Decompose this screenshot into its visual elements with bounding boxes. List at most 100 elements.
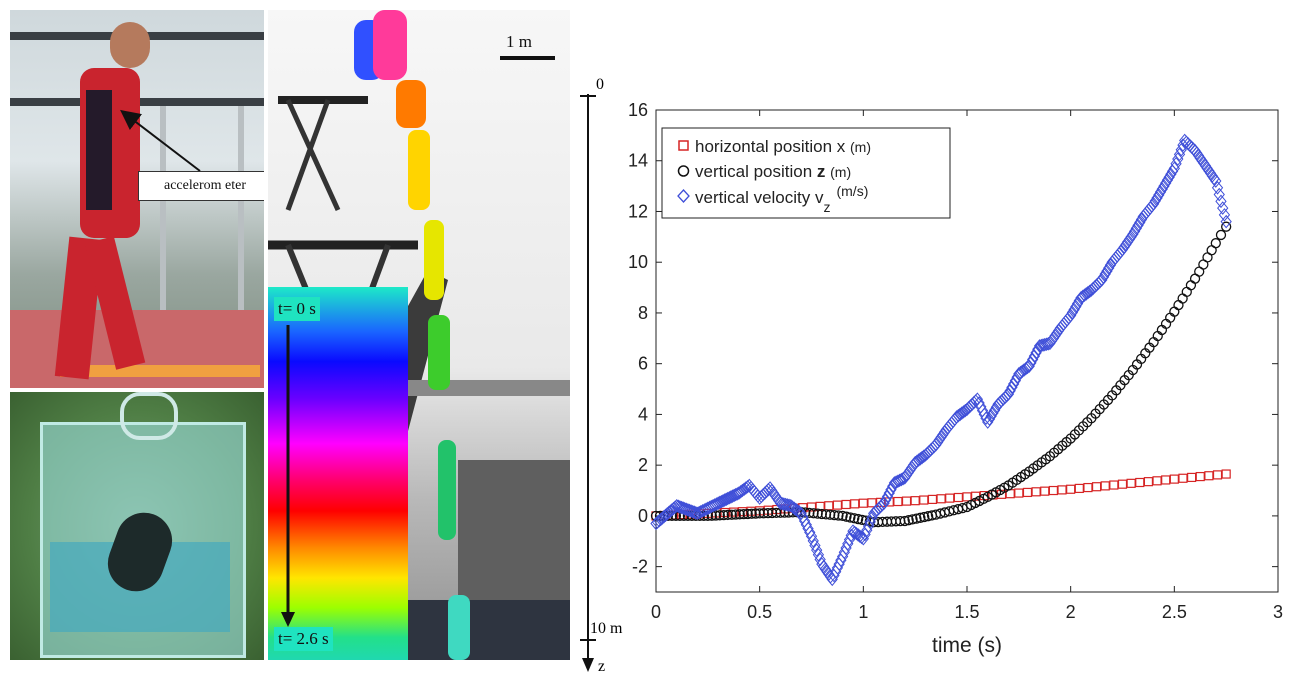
data-point-diamond — [1018, 363, 1030, 377]
data-point-diamond — [812, 548, 825, 562]
x-tick-label: 2 — [1066, 602, 1076, 622]
data-point-diamond — [733, 486, 745, 500]
data-point-circle — [922, 511, 934, 522]
data-point-circle — [825, 509, 836, 520]
data-point-diamond — [1113, 246, 1125, 261]
data-point-diamond — [944, 418, 956, 433]
data-point-diamond — [912, 453, 925, 467]
data-point-square — [806, 502, 817, 512]
data-point-diamond — [1061, 312, 1073, 327]
data-point-diamond — [807, 534, 819, 548]
data-point-diamond — [741, 479, 754, 494]
data-point-diamond — [1016, 364, 1028, 379]
data-point-circle — [1173, 299, 1184, 311]
data-point-diamond — [690, 505, 702, 520]
data-point-diamond — [1027, 352, 1039, 367]
data-point-circle — [1221, 221, 1232, 232]
data-point-diamond — [850, 526, 863, 541]
data-point-diamond — [1077, 289, 1089, 304]
data-point-diamond — [1082, 285, 1094, 300]
data-point-diamond — [1084, 284, 1096, 299]
legend-circle-marker — [677, 165, 690, 177]
data-point-diamond — [942, 420, 954, 435]
data-point-square — [1195, 471, 1205, 482]
data-point-diamond — [987, 406, 999, 420]
data-point-diamond — [1097, 270, 1110, 284]
data-point-circle — [829, 509, 840, 521]
data-point-diamond — [1078, 288, 1091, 302]
data-point-square — [824, 501, 834, 511]
data-point-diamond — [811, 543, 823, 557]
legend-horizontal: horizontal position x (m) — [695, 137, 871, 156]
depth-axis-line — [580, 94, 596, 672]
data-point-circle — [738, 508, 749, 520]
data-point-circle — [911, 513, 922, 524]
data-point-diamond — [1096, 273, 1108, 287]
data-point-diamond — [1127, 227, 1139, 242]
data-point-diamond — [1075, 290, 1087, 305]
data-point-diamond — [1154, 185, 1167, 199]
data-point-square — [729, 507, 739, 517]
x-tick-label: 1 — [858, 602, 868, 622]
data-point-square — [1152, 476, 1162, 486]
data-point-diamond — [1099, 267, 1111, 281]
data-point-diamond — [723, 490, 736, 505]
data-point-diamond — [1115, 244, 1127, 259]
y-tick-label: 14 — [628, 151, 648, 171]
data-point-diamond — [918, 449, 930, 464]
depth-top-label: 0 — [596, 76, 604, 93]
data-point-square — [1178, 473, 1188, 483]
data-point-diamond — [1040, 337, 1053, 352]
data-point-circle — [1210, 238, 1221, 249]
data-point-circle — [746, 508, 757, 519]
data-point-diamond — [1142, 203, 1155, 217]
data-point-square — [1100, 481, 1110, 491]
series-2 — [650, 133, 1232, 587]
data-point-diamond — [952, 408, 965, 423]
data-point-circle — [816, 508, 828, 520]
legend-vertical-position: vertical position z (m) — [695, 162, 851, 181]
data-point-diamond — [1004, 383, 1016, 398]
data-point-circle — [754, 508, 765, 519]
data-point-diamond — [1111, 249, 1123, 263]
data-point-diamond — [750, 487, 762, 501]
data-point-diamond — [847, 524, 859, 538]
data-point-square — [1117, 479, 1128, 489]
data-point-square — [1066, 484, 1076, 494]
data-point-diamond — [710, 497, 723, 511]
data-point-diamond — [715, 494, 728, 509]
data-point-square — [901, 496, 912, 506]
depth-axis-label: z — [598, 658, 606, 675]
data-point-diamond — [1032, 342, 1044, 357]
data-point-square — [832, 500, 843, 510]
data-point-diamond — [988, 403, 1001, 417]
data-point-circle — [1181, 286, 1192, 298]
x-tick-label: 0.5 — [747, 602, 772, 622]
data-point-circle — [907, 514, 918, 525]
data-point-square — [1083, 482, 1093, 493]
data-point-diamond — [950, 410, 963, 424]
data-point-diamond — [954, 407, 966, 422]
data-point-diamond — [854, 529, 866, 543]
data-point-diamond — [885, 482, 897, 497]
data-point-square — [927, 494, 938, 505]
data-point-square — [1161, 475, 1171, 485]
data-point-diamond — [1156, 182, 1168, 196]
data-point-circle — [837, 510, 848, 522]
data-point-diamond — [1109, 251, 1122, 265]
data-point-diamond — [1173, 147, 1186, 162]
y-tick-label: -2 — [632, 557, 648, 577]
data-point-diamond — [1013, 367, 1025, 381]
data-point-square — [737, 507, 747, 517]
data-point-diamond — [740, 481, 752, 495]
data-point-diamond — [883, 486, 895, 500]
data-point-square — [1221, 469, 1231, 479]
data-point-diamond — [1104, 258, 1117, 272]
data-point-diamond — [1009, 373, 1022, 388]
data-point-diamond — [893, 473, 906, 488]
data-point-diamond — [980, 411, 992, 426]
data-point-square — [850, 499, 860, 509]
legend-box — [661, 127, 951, 219]
data-point-square — [1135, 477, 1145, 488]
